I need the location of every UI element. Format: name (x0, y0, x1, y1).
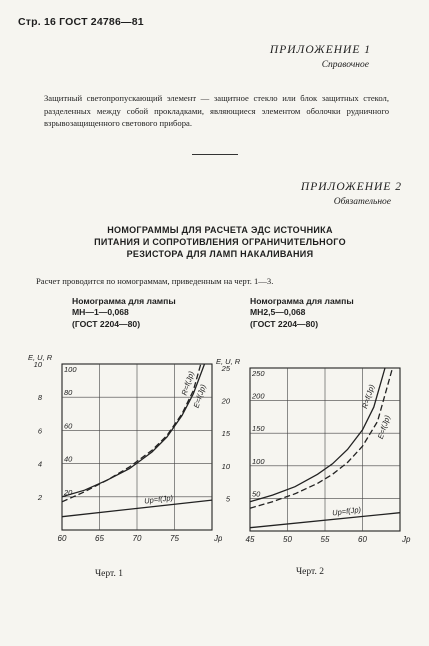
x-tick-label: 65 (95, 534, 104, 543)
chart2-title-line-2: МН2,5—0,068 (250, 307, 306, 318)
y-tick-label-outer: 15 (222, 429, 231, 438)
x-tick-label: 55 (321, 535, 330, 544)
chart1-title-line-3: (ГОСТ 2204—80) (72, 318, 141, 329)
chart2-title-line-1: Номограмма для лампы (250, 296, 354, 306)
series-label: Uр=f(Jр) (332, 505, 362, 518)
heading-line-1: НОМОГРАММЫ ДЛЯ РАСЧЕТА ЭДС ИСТОЧНИКА (107, 225, 333, 235)
x-tick-label: 70 (133, 534, 142, 543)
appendix1-text: Защитный светопропускающий элемент — защ… (44, 93, 389, 129)
y-tick-label-inner: 250 (251, 369, 265, 378)
y-tick-label-inner: 50 (252, 489, 261, 498)
page-header: Стр. 16 ГОСТ 24786—81 (18, 16, 144, 28)
y-tick-label-outer: 8 (38, 393, 43, 402)
y-tick-label-inner: 100 (252, 457, 265, 466)
x-tick-label: 45 (246, 535, 255, 544)
section-divider (192, 154, 238, 155)
y-tick-label-inner: 150 (252, 424, 265, 433)
series-line (249, 367, 386, 503)
x-tick-label: 75 (170, 534, 179, 543)
y-tick-label-inner: 20 (63, 488, 73, 497)
heading-line-2: ПИТАНИЯ И СОПРОТИВЛЕНИЯ ОГРАНИЧИТЕЛЬНОГО (94, 237, 346, 247)
series-line (249, 367, 394, 509)
chart1-title: Номограмма для лампы МН—1—0,068 (ГОСТ 22… (72, 296, 176, 330)
y-tick-label-outer: 20 (221, 397, 231, 406)
chart2-caption: Черт. 2 (296, 567, 324, 577)
chart2-title-line-3: (ГОСТ 2204—80) (250, 318, 319, 329)
y-tick-label-outer: 4 (38, 460, 42, 469)
y-tick-label-outer: 5 (226, 494, 231, 503)
y-tick-label-inner: 80 (64, 388, 73, 397)
y-tick-label-inner: 60 (64, 421, 73, 430)
chart2-title: Номограмма для лампы МН2,5—0,068 (ГОСТ 2… (250, 296, 354, 330)
y-tick-label-outer: 10 (34, 360, 43, 369)
y-tick-label-outer: 25 (221, 364, 231, 373)
series-line (61, 363, 206, 498)
chart2-nomogram: 45 50 55 60 Jр 50 5 100 10 150 15 200 20 250 25E, U, R… (216, 357, 411, 544)
x-tick-label: 60 (358, 535, 367, 544)
y-axis-label: E, U, R (216, 357, 241, 366)
nomogram-heading: НОМОГРАММЫ ДЛЯ РАСЧЕТА ЭДС ИСТОЧНИКА ПИТ… (60, 224, 380, 260)
y-tick-label-outer: 2 (37, 493, 43, 502)
y-tick-label-inner: 40 (64, 455, 73, 464)
y-tick-label-outer: 6 (38, 426, 43, 435)
appendix2-subtitle: Обязательное (333, 197, 391, 207)
y-tick-label-outer: 10 (222, 462, 231, 471)
chart1-title-line-1: Номограмма для лампы (72, 296, 176, 306)
series-label: Uр=f(Jр) (144, 493, 174, 506)
series-line (61, 499, 213, 518)
appendix1-title: ПРИЛОЖЕНИЕ 1 (269, 44, 371, 56)
x-tick-label: 50 (283, 535, 292, 544)
y-tick-label-inner: 200 (251, 392, 265, 401)
intro-text: Расчет проводится по номограммам, привед… (36, 276, 274, 286)
y-axis-label: E, U, R (28, 353, 53, 362)
chart1-caption: Черт. 1 (95, 569, 123, 579)
appendix2-title: ПРИЛОЖЕНИЕ 2 (300, 181, 402, 193)
x-tick-label: 60 (58, 534, 67, 543)
x-axis-label: Jр (401, 535, 411, 544)
y-tick-label-inner: 100 (64, 365, 77, 374)
x-axis-label: Jр (213, 534, 222, 543)
appendix1-subtitle: Справочное (321, 60, 369, 70)
heading-line-3: РЕЗИСТОРА ДЛЯ ЛАМП НАКАЛИВАНИЯ (126, 249, 314, 259)
series-line (61, 363, 202, 503)
chart1-title-line-2: МН—1—0,068 (72, 307, 129, 318)
series-line (249, 512, 401, 529)
